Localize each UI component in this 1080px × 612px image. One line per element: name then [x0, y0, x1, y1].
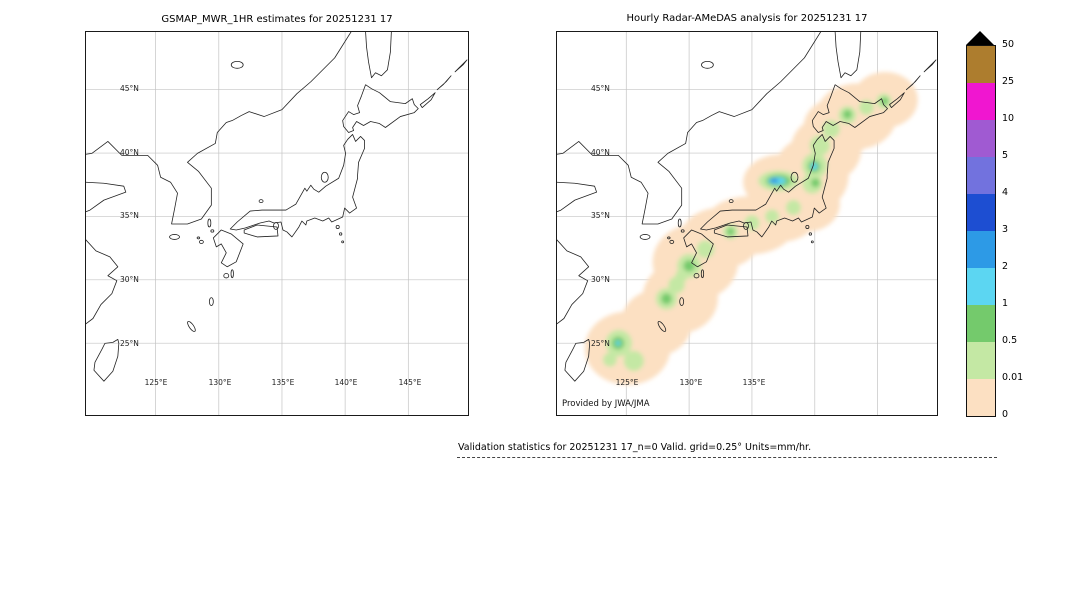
lon-label-135e: 135°E — [271, 378, 295, 387]
lon-label-140e: 140°E — [334, 378, 358, 387]
lon-label-125e: 125°E — [615, 378, 639, 387]
colorbar-tick-label: 0 — [1002, 409, 1009, 420]
colorbar-cell — [967, 305, 995, 342]
radar-precip-cell — [785, 200, 801, 216]
gsmap-map-svg — [86, 32, 468, 415]
precipitation-colorbar: 50 25 10 5 4 3 2 1 0.5 0.01 0 — [966, 31, 1036, 431]
colorbar-cell — [967, 379, 995, 416]
colorbar-tick-label: 2 — [1002, 261, 1009, 272]
lon-label-135e: 135°E — [742, 378, 766, 387]
colorbar-cell — [967, 157, 995, 194]
colorbar-tick-label: 25 — [1002, 76, 1015, 87]
radar-precip-cell — [615, 340, 621, 346]
colorbar-cell — [967, 46, 995, 83]
lat-label-45n: 45°N — [120, 84, 139, 93]
lat-label-40n: 40°N — [120, 148, 139, 157]
colorbar-cell — [967, 231, 995, 268]
caption-underline — [457, 457, 997, 458]
lat-label-25n: 25°N — [591, 339, 610, 348]
radar-precip-cell — [661, 293, 672, 305]
colorbar-overflow-triangle — [966, 31, 994, 45]
lat-label-35n: 35°N — [591, 211, 610, 220]
colorbar-cells — [966, 45, 996, 417]
colorbar-cell — [967, 342, 995, 379]
right-map-title: Hourly Radar-AMeDAS analysis for 2025123… — [626, 13, 868, 24]
colorbar-tick-label: 4 — [1002, 187, 1009, 198]
lat-label-40n: 40°N — [591, 148, 610, 157]
lon-label-130e: 130°E — [208, 378, 232, 387]
lon-label-130e: 130°E — [679, 378, 703, 387]
radar-amedas-map-panel: 45°N 40°N 35°N 30°N 25°N 125°E 130°E 135… — [556, 31, 938, 416]
lat-label-25n: 25°N — [120, 339, 139, 348]
left-map-title: GSMAP_MWR_1HR estimates for 20251231 17 — [161, 14, 393, 25]
radar-precip-cell — [765, 209, 779, 224]
colorbar-cell — [967, 268, 995, 305]
colorbar-tick-label: 50 — [1002, 39, 1015, 50]
colorbar-tick-label: 1 — [1002, 298, 1009, 309]
coastlines — [86, 32, 468, 382]
colorbar-tick-label: 3 — [1002, 224, 1009, 235]
radar-precip-cell — [771, 179, 775, 182]
radar-precip-cell — [683, 260, 695, 272]
colorbar-cell — [967, 120, 995, 157]
radar-precip-cell — [809, 135, 830, 156]
radar-precip-cell — [811, 178, 820, 188]
radar-precip-cell — [675, 269, 688, 283]
precipitation-shading — [584, 71, 918, 385]
map-gridlines — [86, 32, 468, 415]
gsmap-map-panel: 45°N 40°N 35°N 30°N 25°N 125°E 130°E 135… — [85, 31, 469, 416]
colorbar-tick-label: 5 — [1002, 150, 1009, 161]
validation-caption: Validation statistics for 20251231 17_n=… — [458, 442, 812, 453]
colorbar-cell — [967, 83, 995, 120]
colorbar-cell — [967, 194, 995, 231]
radar-precip-cell — [843, 109, 852, 119]
lon-label-125e: 125°E — [144, 378, 168, 387]
lat-label-45n: 45°N — [591, 84, 610, 93]
lat-label-30n: 30°N — [120, 275, 139, 284]
radar-amedas-map-svg — [557, 32, 937, 415]
radar-precip-cell — [858, 99, 874, 115]
colorbar-tick-label: 0.01 — [1002, 372, 1024, 383]
radar-precip-cell — [726, 227, 735, 236]
radar-precip-cell — [603, 352, 617, 367]
lat-label-35n: 35°N — [120, 211, 139, 220]
data-provider-credit: Provided by JWA/JMA — [562, 399, 650, 409]
lat-label-30n: 30°N — [591, 275, 610, 284]
colorbar-tick-label: 0.5 — [1002, 335, 1018, 346]
radar-precip-cell — [623, 350, 644, 372]
lon-label-145e: 145°E — [398, 378, 422, 387]
colorbar-tick-label: 10 — [1002, 113, 1015, 124]
